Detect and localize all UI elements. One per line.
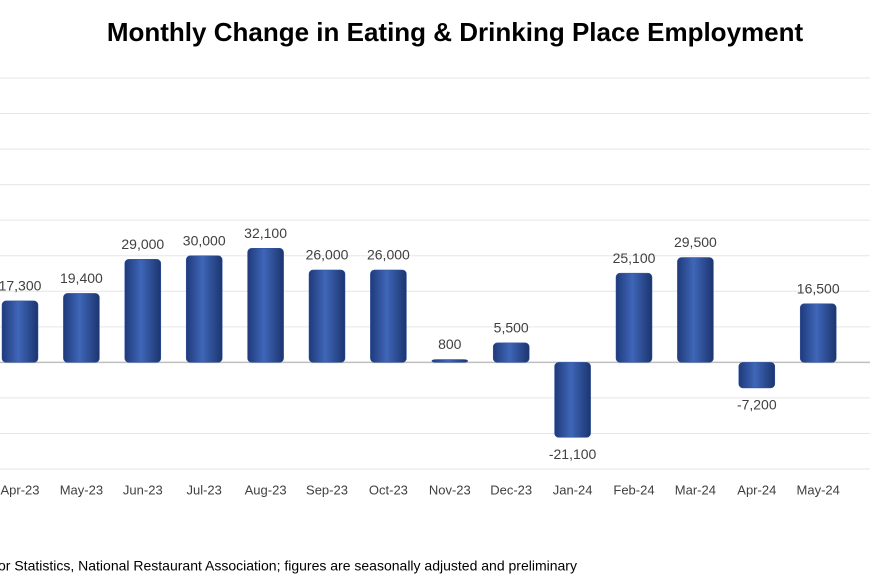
- value-label: 19,400: [60, 270, 103, 286]
- x-tick-label: Dec-23: [490, 482, 532, 497]
- bar: [1, 300, 39, 363]
- bar: [615, 272, 653, 363]
- value-label: -21,100: [549, 446, 597, 462]
- x-tick-label: Jun-23: [123, 482, 163, 497]
- x-tick-label: Oct-23: [369, 482, 408, 497]
- bar: [308, 269, 346, 363]
- x-tick-label: Jul-23: [186, 482, 221, 497]
- x-tick-label: Sep-23: [306, 482, 348, 497]
- bar: [554, 362, 591, 438]
- bar: [677, 257, 714, 363]
- bar: [63, 293, 100, 363]
- source-note: or Statistics, National Restaurant Assoc…: [0, 558, 577, 574]
- x-tick-label: Apr-23: [0, 482, 39, 497]
- x-tick-label: Feb-24: [613, 482, 654, 497]
- value-label: 29,000: [121, 236, 164, 252]
- bar: [370, 269, 407, 363]
- value-label: 17,300: [0, 278, 42, 294]
- value-label: 5,500: [494, 320, 529, 336]
- x-tick-label: Jan-24: [553, 482, 593, 497]
- chart-title: Monthly Change in Eating & Drinking Plac…: [107, 17, 804, 47]
- bar: [431, 359, 469, 363]
- value-label: 16,500: [797, 280, 840, 296]
- x-tick-label: Nov-23: [429, 482, 471, 497]
- bar: [738, 362, 776, 389]
- bar: [185, 255, 223, 363]
- x-tick-label: May-24: [797, 482, 840, 497]
- value-label: 29,500: [674, 234, 717, 250]
- x-tick-label: Aug-23: [245, 482, 287, 497]
- value-label: 25,100: [613, 250, 656, 266]
- value-label: 30,000: [183, 232, 226, 248]
- x-tick-label: May-23: [60, 482, 103, 497]
- bar: [799, 303, 837, 363]
- bar: [124, 259, 162, 363]
- x-tick-label: Apr-24: [737, 482, 776, 497]
- value-label: 26,000: [367, 247, 410, 263]
- bar: [247, 248, 284, 363]
- value-label: -7,200: [737, 397, 777, 413]
- value-label: 26,000: [306, 247, 349, 263]
- value-label: 32,100: [244, 225, 287, 241]
- bar: [492, 342, 530, 363]
- value-label: 800: [438, 336, 462, 352]
- x-tick-label: Mar-24: [675, 482, 716, 497]
